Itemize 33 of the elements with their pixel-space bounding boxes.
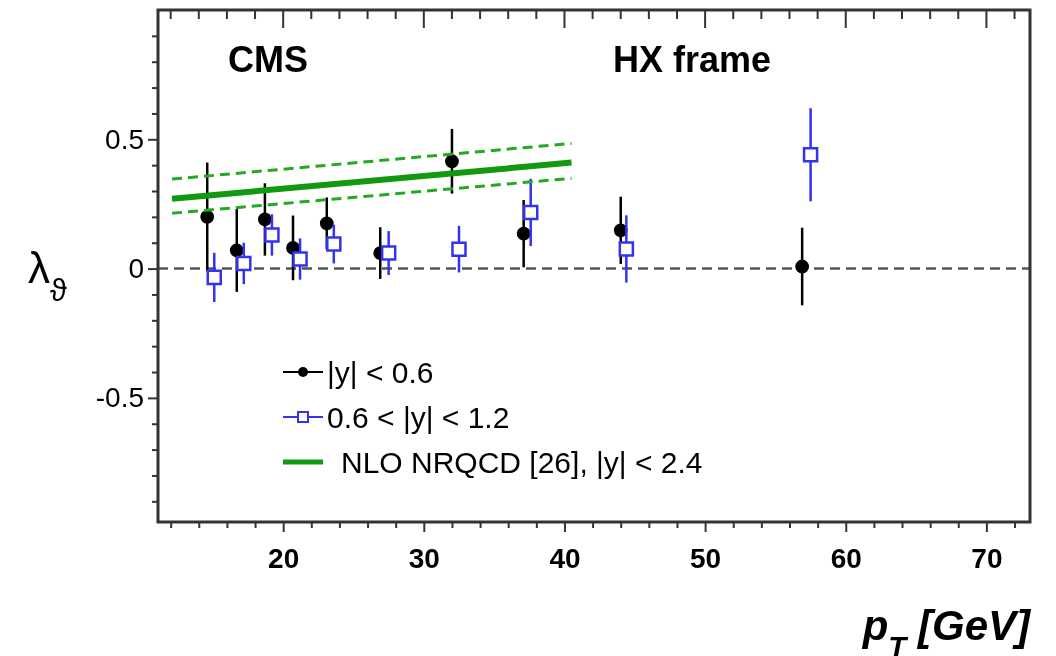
- point: [522, 204, 539, 221]
- point: [229, 243, 244, 258]
- point: [292, 251, 308, 267]
- point: [257, 212, 272, 227]
- point: [264, 227, 280, 243]
- x-tick-label: 40: [549, 542, 581, 574]
- point: [380, 245, 397, 261]
- point: [516, 226, 531, 241]
- x-tick-label: 60: [830, 542, 862, 574]
- x-tick-label: 20: [268, 542, 300, 574]
- annotation: HX frame: [613, 39, 772, 80]
- point: [206, 269, 223, 286]
- point: [451, 241, 467, 257]
- point: [795, 259, 810, 274]
- x-axis-title: p$_{T}$ [GeV]: [861, 602, 1033, 656]
- legend-label: NLO NRQCD [26], |y| < 2.4: [341, 446, 703, 479]
- point: [445, 154, 459, 169]
- point: [326, 236, 342, 252]
- point: [200, 209, 215, 224]
- legend-label: |y| < 0.6: [327, 356, 434, 389]
- legend-label: 0.6 < |y| < 1.2: [327, 401, 510, 434]
- annotation: CMS: [228, 39, 308, 80]
- point: [618, 241, 635, 257]
- y-tick-label: -0.5: [95, 382, 144, 414]
- x-tick-label: 50: [690, 542, 722, 574]
- y-tick-label: 0.5: [105, 123, 144, 155]
- point: [236, 255, 252, 272]
- y-axis-title: λ$_{ϑ}$: [28, 242, 67, 308]
- point: [802, 147, 819, 163]
- x-tick-label: 70: [971, 542, 1003, 574]
- x-tick-label: 30: [408, 542, 440, 574]
- y-tick-label: 0: [128, 253, 144, 285]
- point: [319, 216, 334, 231]
